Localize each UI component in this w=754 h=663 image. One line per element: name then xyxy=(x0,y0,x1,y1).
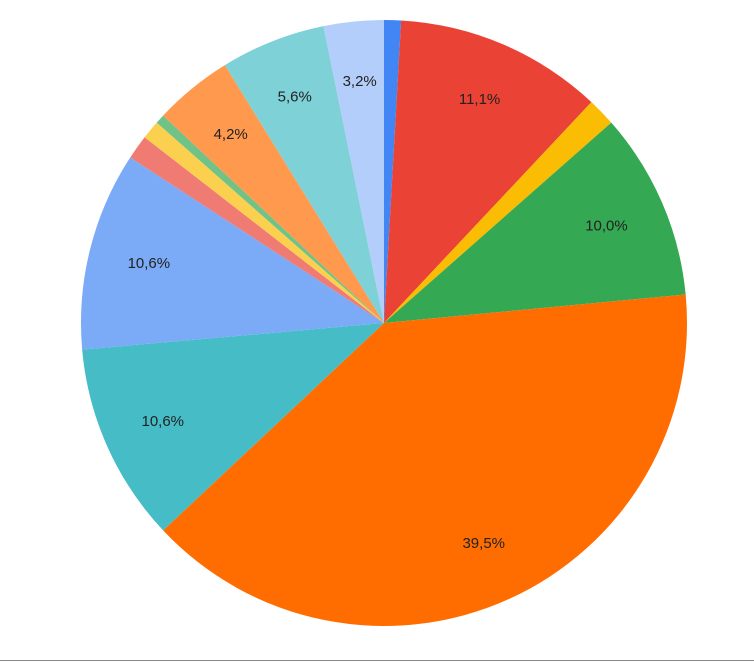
pie-slice xyxy=(384,20,402,323)
data-label: 10,0% xyxy=(585,218,628,235)
pie-slice xyxy=(384,20,592,323)
pie-slice xyxy=(163,294,688,626)
data-label: 5,6% xyxy=(278,89,312,106)
data-label: 10,6% xyxy=(128,255,171,272)
data-label: 11,1% xyxy=(459,91,500,108)
pie-slice xyxy=(156,115,384,323)
pie-slice xyxy=(224,26,384,324)
data-label: 10,6% xyxy=(141,413,184,430)
pie-slice xyxy=(163,65,384,323)
data-label: 39,5% xyxy=(462,535,505,552)
pie-slice xyxy=(384,122,686,324)
pie-slice xyxy=(81,157,385,350)
pie-slice xyxy=(82,323,385,531)
data-label: 4,2% xyxy=(214,126,248,143)
data-label: 3,2% xyxy=(343,73,377,90)
pie-slice xyxy=(384,102,612,324)
pie-slice xyxy=(130,137,384,323)
pie-slice xyxy=(144,122,384,324)
pie-slice xyxy=(323,20,384,323)
